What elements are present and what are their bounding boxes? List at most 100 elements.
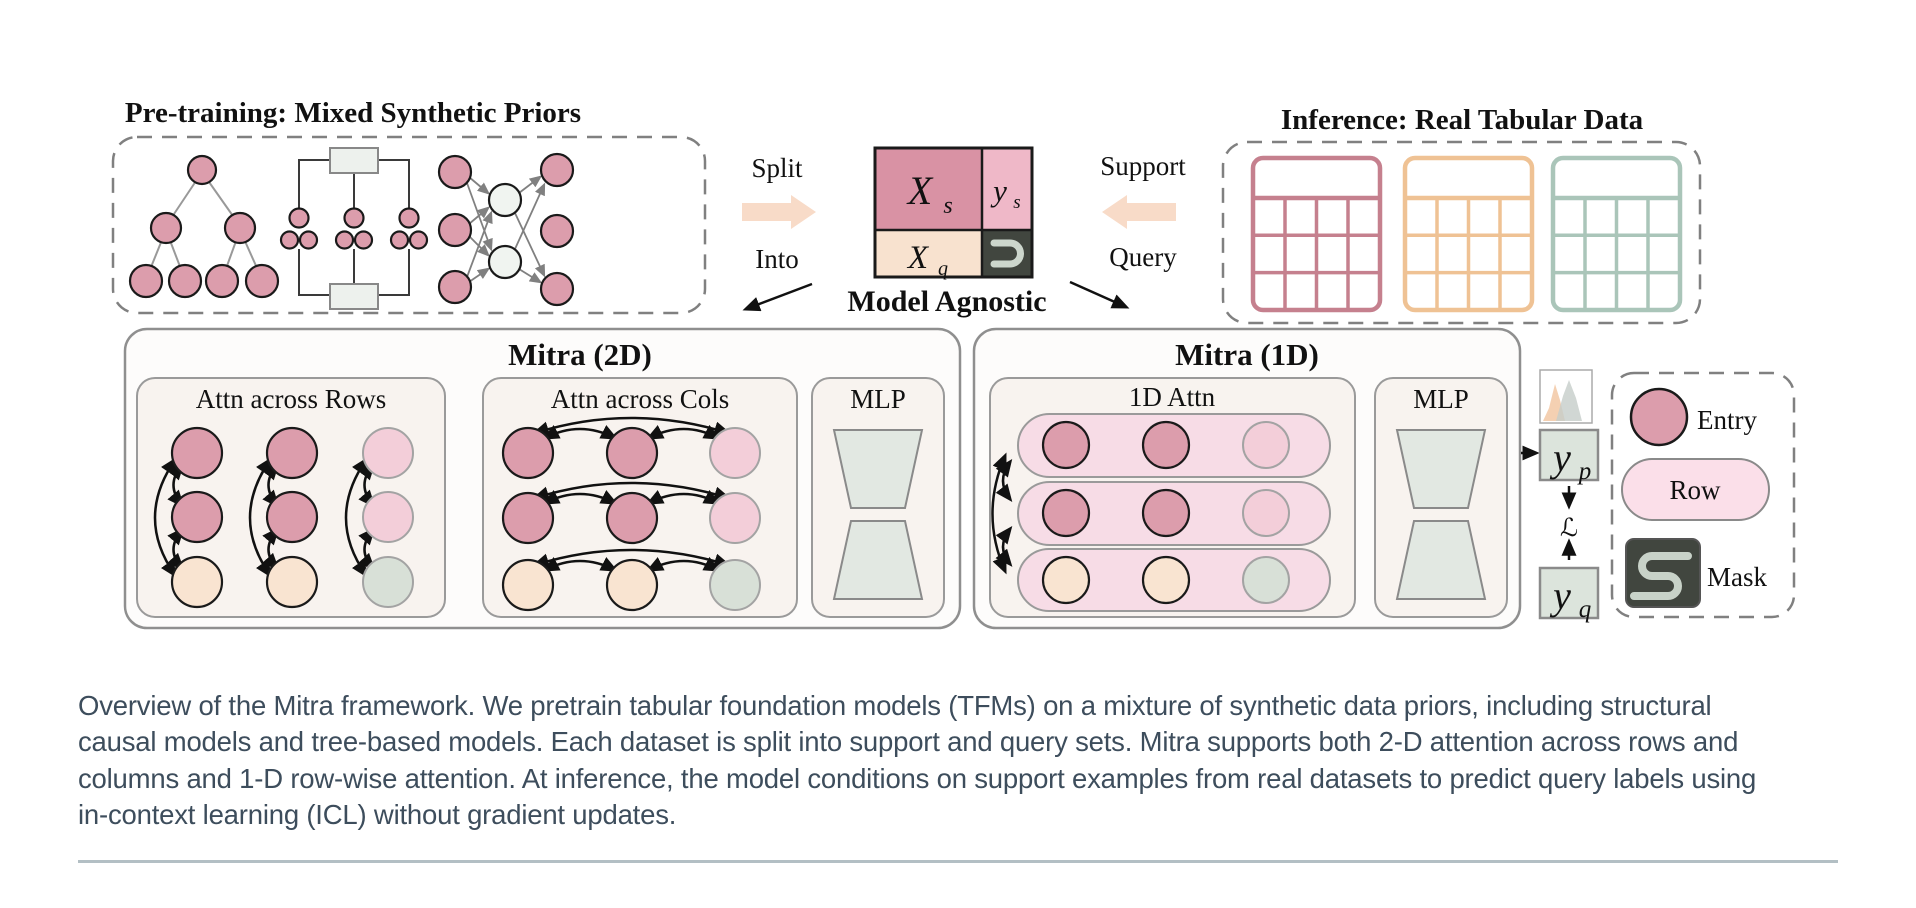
entry-circle <box>265 426 319 480</box>
mitra2d-title: Mitra (2D) <box>508 337 652 372</box>
yp-subscript: p <box>1577 458 1592 485</box>
attn-rows-title: Attn across Rows <box>196 384 387 414</box>
yq-label: y <box>1549 573 1571 618</box>
mask-cell <box>982 230 1032 277</box>
legend-row-label: Row <box>1669 475 1721 505</box>
yq-box <box>1538 566 1600 620</box>
to-mitra2d-arrow <box>742 282 813 312</box>
split-label: Split <box>751 153 803 183</box>
entry-circle <box>265 490 319 544</box>
attn-cols-title: Attn across Cols <box>551 384 730 414</box>
ys-label: y <box>990 173 1007 208</box>
caption-line: causal models and tree-based models. Eac… <box>78 726 1739 758</box>
attn-cols-arrows <box>531 416 732 572</box>
model-agnostic-label: Model Agnostic <box>847 285 1046 318</box>
entry-circle <box>265 555 319 609</box>
caption-line: columns and 1-D row-wise attention. At i… <box>78 762 1757 794</box>
table-icon-pink <box>1250 155 1383 313</box>
entry-circle <box>362 427 414 479</box>
attn-1d-panel: 1D Attn <box>989 377 1356 618</box>
entry-circle <box>605 558 659 612</box>
inference-title: Inference: Real Tabular Data <box>1281 104 1644 136</box>
entry-circle <box>1242 489 1290 537</box>
ys-cell <box>982 148 1032 230</box>
entry-circle <box>501 558 555 612</box>
xs-subscript: s <box>943 193 952 219</box>
tree-prior-diagram <box>128 154 280 299</box>
figure-caption: Overview of the Mitra framework. We pret… <box>78 688 1868 834</box>
mlp-panel-1d: MLP <box>1374 377 1508 618</box>
mlp-trapezoid-icon <box>1395 429 1487 509</box>
pretraining-title: Pre-training: Mixed Synthetic Priors <box>125 97 581 129</box>
mlp-trapezoid-icon <box>832 429 924 509</box>
ys-subscript: s <box>1013 192 1020 213</box>
mitra-1d-panel: Mitra (1D) 1D Attn MLP <box>972 327 1522 630</box>
mlp-2d-title: MLP <box>850 384 906 414</box>
legend-row-swatch <box>1621 458 1770 521</box>
xq-subscript: q <box>938 258 948 280</box>
mitra-2d-panel: Mitra (2D) Attn across Rows <box>123 327 962 630</box>
factor-prior-diagram <box>279 147 429 310</box>
xq-cell <box>875 230 982 277</box>
xs-label: X <box>906 168 934 213</box>
mask-squiggle-icon <box>1630 552 1692 600</box>
entry-circle <box>170 555 224 609</box>
section-separator <box>78 860 1838 863</box>
entry-circle <box>709 492 761 544</box>
yp-box <box>1538 428 1600 482</box>
entry-circle <box>1242 556 1290 604</box>
mlp-trapezoid-icon <box>1395 520 1487 600</box>
query-label: Query <box>1109 242 1177 272</box>
xq-label: X <box>906 240 930 276</box>
mitra1d-title: Mitra (1D) <box>1175 337 1319 372</box>
xs-cell <box>875 148 982 230</box>
attn-rows-panel: Attn across Rows <box>136 377 446 618</box>
mlp-trapezoid-icon <box>832 520 924 600</box>
entry-circle <box>1041 488 1091 538</box>
table-icon-green <box>1550 155 1683 313</box>
scm-prior-diagram <box>437 152 575 307</box>
entry-circle <box>501 426 555 480</box>
entry-circle <box>605 491 659 545</box>
entry-circle <box>1141 488 1191 538</box>
caption-line: Overview of the Mitra framework. We pret… <box>78 690 1712 721</box>
entry-circle <box>709 559 761 611</box>
entry-circle <box>1141 555 1191 605</box>
loss-label: ℒ <box>1560 513 1578 542</box>
entry-circle <box>170 490 224 544</box>
legend-mask-label: Mask <box>1707 562 1767 592</box>
framework-diagram: Pre-training: Mixed Synthetic Priors <box>111 97 1796 630</box>
mask-glyph-icon <box>990 239 1024 268</box>
table-icon-orange <box>1402 155 1535 313</box>
attn-1d-title: 1D Attn <box>1129 382 1216 412</box>
entry-circle <box>1141 420 1191 470</box>
caption-line: in-context learning (ICL) without gradie… <box>78 799 677 831</box>
entry-circle <box>362 556 414 608</box>
entry-circle <box>1041 420 1091 470</box>
support-query-matrix: X s y s X q <box>873 146 1034 280</box>
entry-circle <box>362 491 414 543</box>
legend-entry-label: Entry <box>1697 405 1757 435</box>
legend-entry-swatch <box>1629 387 1689 447</box>
attn-cols-panel: Attn across Cols <box>482 377 798 618</box>
into-label: Into <box>755 244 799 274</box>
to-mitra1d-arrow <box>1069 280 1130 309</box>
yq-subscript: q <box>1579 596 1592 623</box>
yp-label: y <box>1549 435 1571 480</box>
mlp-1d-title: MLP <box>1413 384 1469 414</box>
entry-circle <box>501 491 555 545</box>
attn-1d-arrows <box>991 452 1013 575</box>
prediction-column: y p ℒ y q <box>1521 369 1600 623</box>
entry-circle <box>170 426 224 480</box>
mlp-panel-2d: MLP <box>811 377 945 618</box>
entry-circle <box>709 427 761 479</box>
legend-mask-swatch <box>1625 538 1701 608</box>
histogram-icon <box>1539 369 1593 424</box>
support-label: Support <box>1100 151 1186 181</box>
legend-box: Entry Row Mask <box>1610 371 1796 619</box>
entry-circle <box>1041 555 1091 605</box>
entry-circle <box>1242 421 1290 469</box>
split-arrow-icon <box>742 195 816 229</box>
entry-circle <box>605 426 659 480</box>
